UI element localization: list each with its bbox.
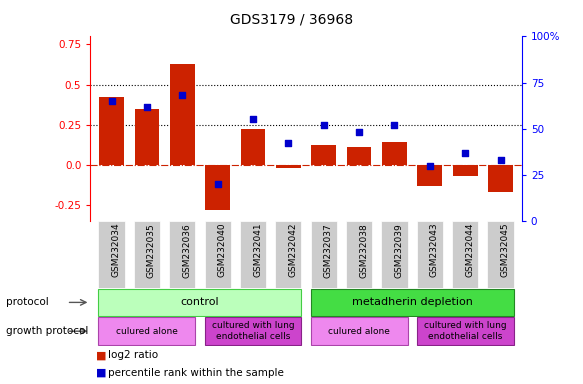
Bar bbox=[382, 142, 407, 165]
Bar bbox=[453, 165, 477, 176]
Text: protocol: protocol bbox=[6, 297, 48, 308]
Point bbox=[319, 122, 328, 128]
Text: GSM232042: GSM232042 bbox=[289, 223, 297, 277]
Bar bbox=[381, 221, 408, 288]
Bar bbox=[135, 109, 159, 165]
Text: ■: ■ bbox=[96, 367, 107, 377]
Bar bbox=[99, 98, 124, 165]
Bar bbox=[205, 221, 231, 288]
Point bbox=[390, 122, 399, 128]
Point bbox=[107, 98, 116, 104]
Bar bbox=[99, 289, 301, 316]
Point bbox=[178, 93, 187, 99]
Text: GSM232037: GSM232037 bbox=[324, 223, 333, 278]
Bar bbox=[417, 165, 442, 185]
Bar bbox=[311, 221, 337, 288]
Text: GSM232039: GSM232039 bbox=[395, 223, 403, 278]
Bar bbox=[487, 221, 514, 288]
Bar bbox=[417, 317, 514, 345]
Text: percentile rank within the sample: percentile rank within the sample bbox=[108, 367, 284, 377]
Point bbox=[213, 181, 222, 187]
Bar bbox=[170, 64, 195, 165]
Bar bbox=[241, 129, 265, 165]
Bar bbox=[346, 221, 372, 288]
Bar bbox=[169, 221, 195, 288]
Bar bbox=[311, 146, 336, 165]
Bar bbox=[205, 317, 301, 345]
Text: ■: ■ bbox=[96, 350, 107, 360]
Bar bbox=[240, 221, 266, 288]
Text: metadherin depletion: metadherin depletion bbox=[352, 297, 473, 308]
Bar bbox=[417, 221, 443, 288]
Point bbox=[248, 116, 258, 122]
Bar bbox=[311, 317, 408, 345]
Bar bbox=[488, 165, 513, 192]
Bar bbox=[347, 147, 371, 165]
Text: GSM232044: GSM232044 bbox=[465, 223, 474, 277]
Bar bbox=[452, 221, 478, 288]
Text: GSM232040: GSM232040 bbox=[217, 223, 227, 278]
Text: culured alone: culured alone bbox=[116, 327, 178, 336]
Text: GSM232038: GSM232038 bbox=[359, 223, 368, 278]
Text: culured alone: culured alone bbox=[328, 327, 390, 336]
Text: GSM232036: GSM232036 bbox=[182, 223, 191, 278]
Text: GSM232041: GSM232041 bbox=[253, 223, 262, 278]
Text: GSM232043: GSM232043 bbox=[430, 223, 439, 278]
Text: cultured with lung
endothelial cells: cultured with lung endothelial cells bbox=[424, 321, 507, 341]
Bar bbox=[99, 317, 195, 345]
Text: log2 ratio: log2 ratio bbox=[108, 350, 158, 360]
Bar bbox=[275, 221, 301, 288]
Text: GDS3179 / 36968: GDS3179 / 36968 bbox=[230, 12, 353, 26]
Bar bbox=[311, 289, 514, 316]
Text: cultured with lung
endothelial cells: cultured with lung endothelial cells bbox=[212, 321, 294, 341]
Point bbox=[496, 157, 505, 163]
Point bbox=[461, 149, 470, 156]
Point bbox=[354, 129, 364, 136]
Text: growth protocol: growth protocol bbox=[6, 326, 88, 336]
Text: GSM232035: GSM232035 bbox=[147, 223, 156, 278]
Text: control: control bbox=[181, 297, 219, 308]
Bar bbox=[134, 221, 160, 288]
Point bbox=[284, 140, 293, 146]
Text: GSM232045: GSM232045 bbox=[501, 223, 510, 278]
Bar bbox=[99, 221, 125, 288]
Point bbox=[142, 103, 152, 109]
Point bbox=[425, 162, 434, 169]
Bar bbox=[276, 165, 301, 168]
Bar bbox=[205, 165, 230, 210]
Text: GSM232034: GSM232034 bbox=[111, 223, 121, 278]
